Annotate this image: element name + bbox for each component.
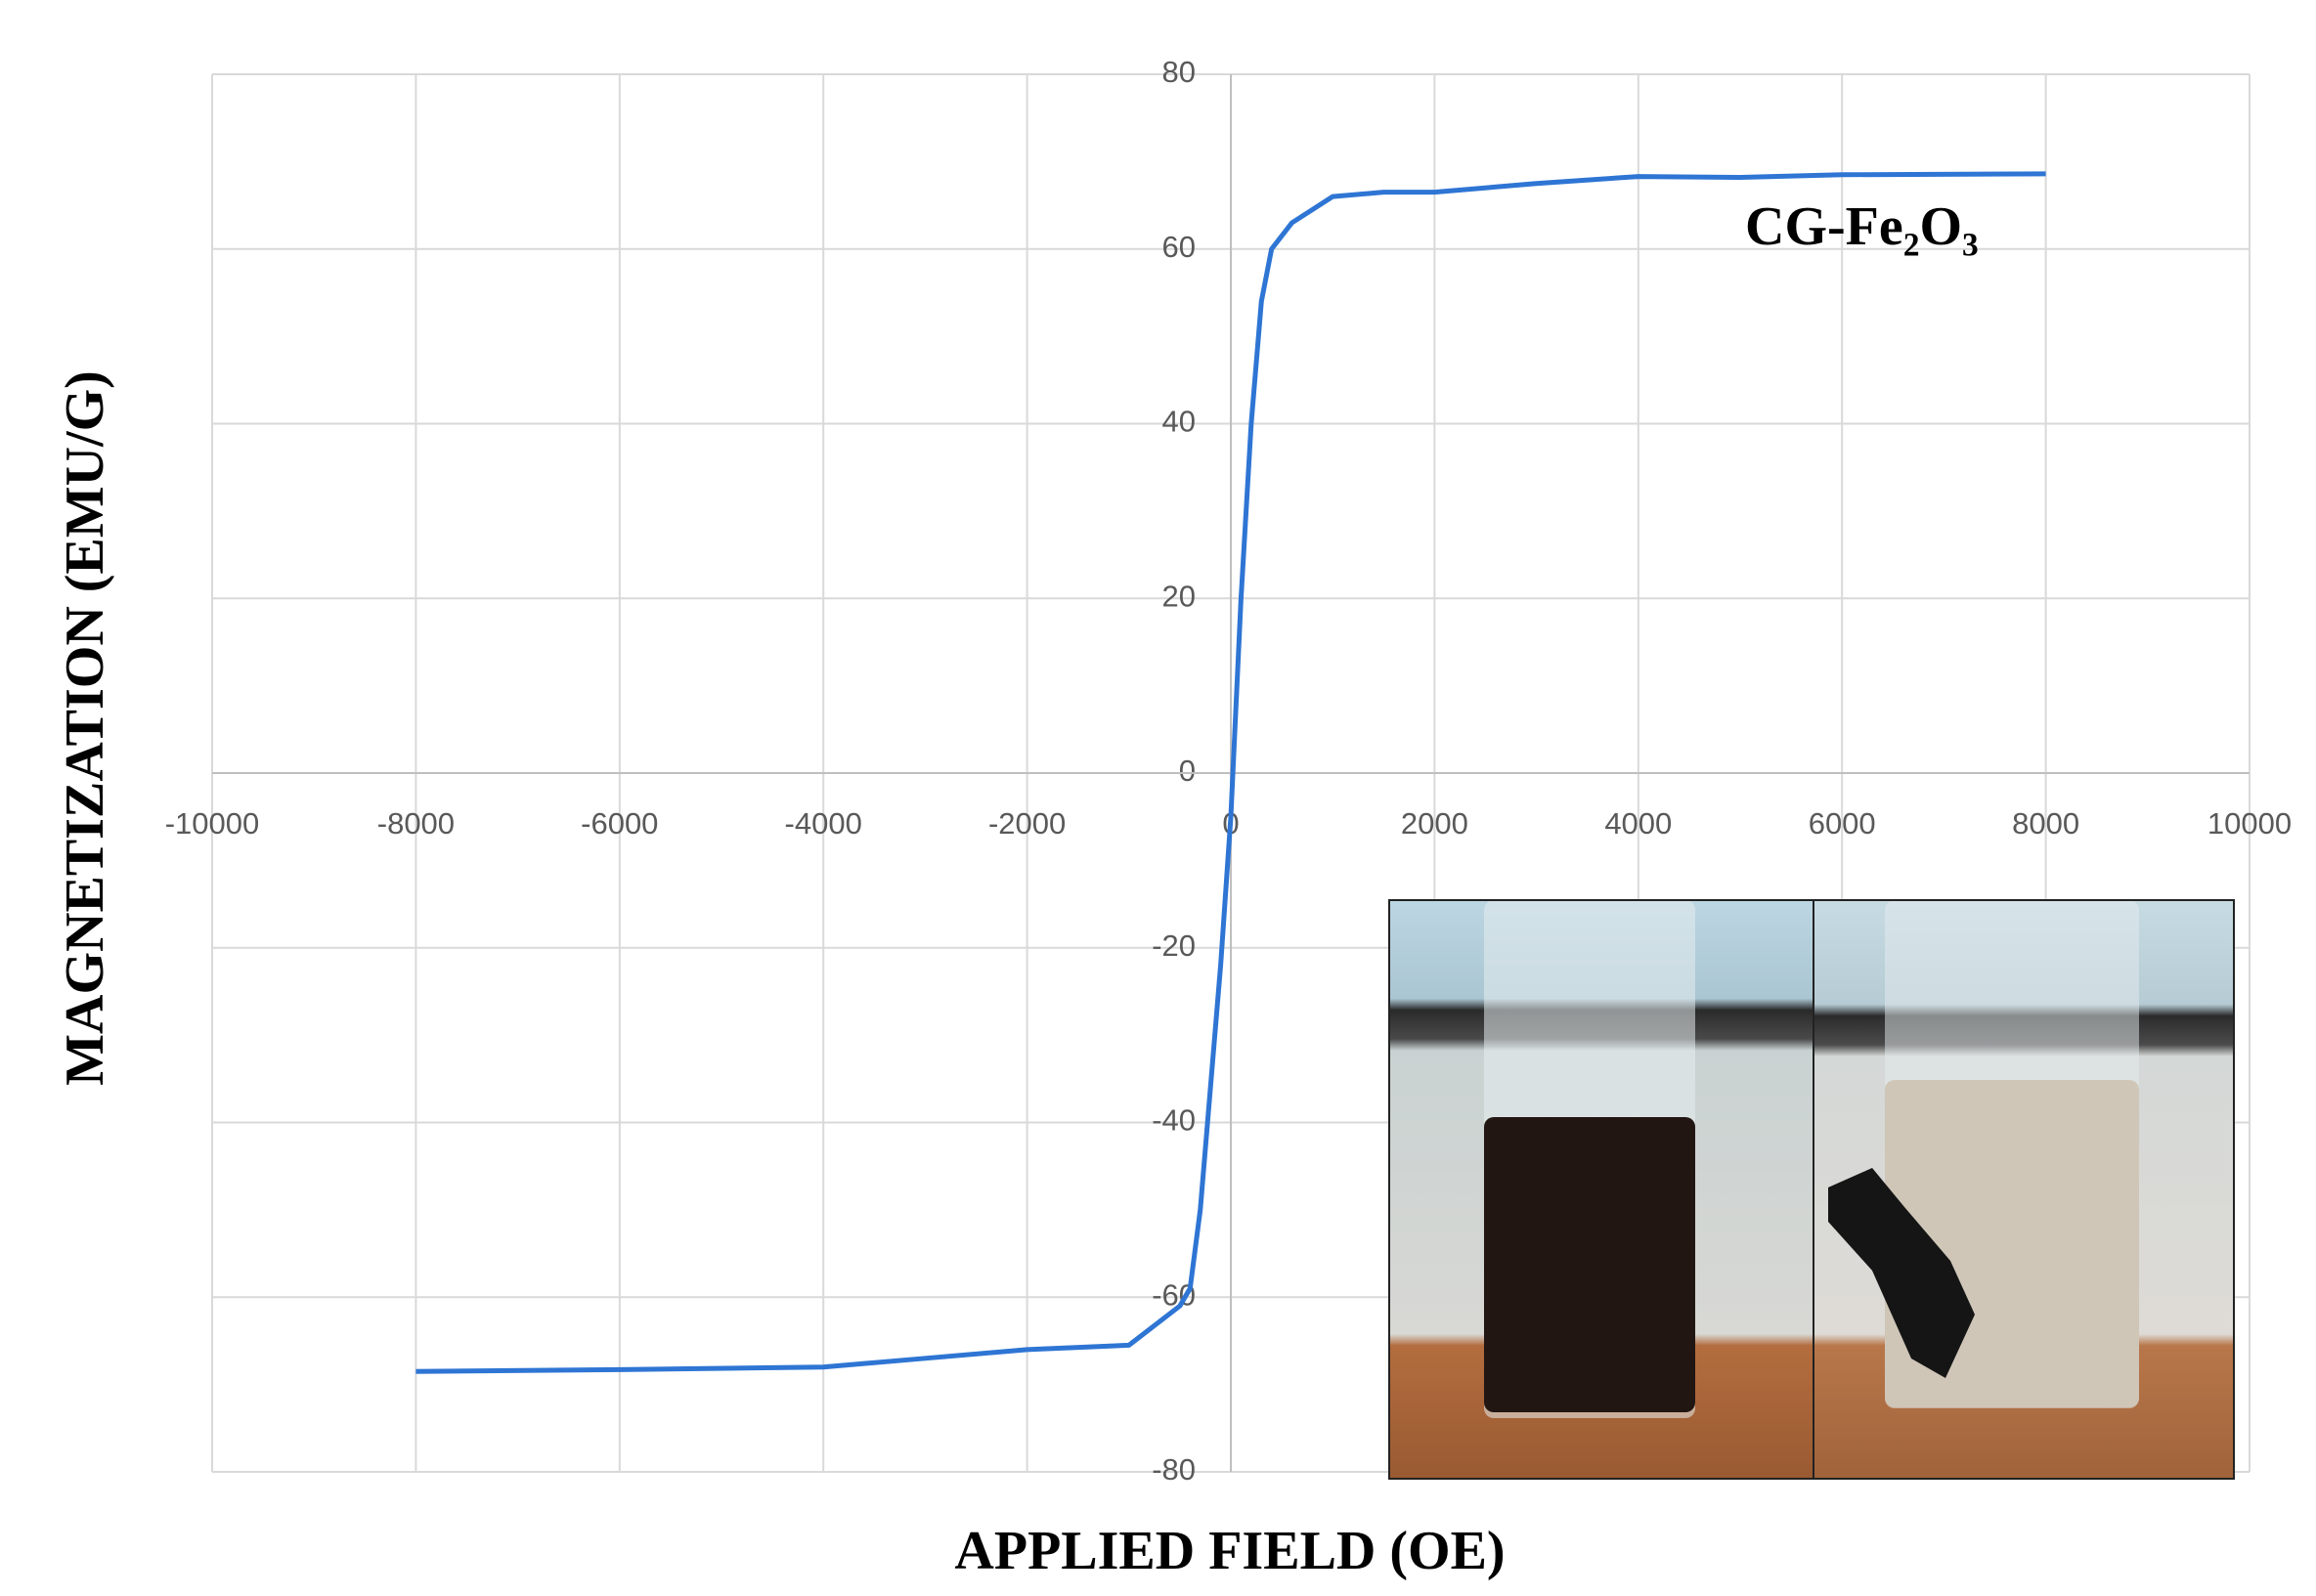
annotation: CG-Fe₂O₃ <box>1745 196 1979 257</box>
x-tick-label: 10000 <box>2207 806 2292 841</box>
y-tick-label: 40 <box>1162 405 1196 439</box>
plot <box>415 171 2046 1374</box>
x-tick-label: 6000 <box>1809 806 1876 841</box>
x-tick-label: -2000 <box>988 806 1066 841</box>
x-tick-label: 8000 <box>2012 806 2079 841</box>
y-tick-label: -20 <box>1152 928 1196 963</box>
grid: -10000 -8000 -6000 -4000 -2000 0 2000 4000 6000 8… <box>165 55 2292 1487</box>
x-tick-label: -6000 <box>581 806 658 841</box>
x-axis-label: APPLIED FIELD (OE) <box>954 1521 1505 1581</box>
x-tick-label: -8000 <box>377 806 455 841</box>
y-tick-label: 0 <box>1179 754 1196 788</box>
data-line <box>415 171 2046 1374</box>
x-tick-label: -10000 <box>165 806 260 841</box>
inset-photo <box>1388 899 2235 1480</box>
y-tick-label: -40 <box>1152 1103 1196 1138</box>
y-tick-label: 80 <box>1162 55 1196 89</box>
y-tick-label: 20 <box>1162 579 1196 613</box>
y-axis-label: MAGNETIZATION (EMU/G) <box>55 370 115 1086</box>
y-tick-label: -80 <box>1152 1452 1196 1487</box>
x-tick-label: 2000 <box>1401 806 1468 841</box>
x-tick-label: -4000 <box>785 806 862 841</box>
x-tick-label: 4000 <box>1604 806 1672 841</box>
y-tick-label: 60 <box>1162 230 1196 264</box>
